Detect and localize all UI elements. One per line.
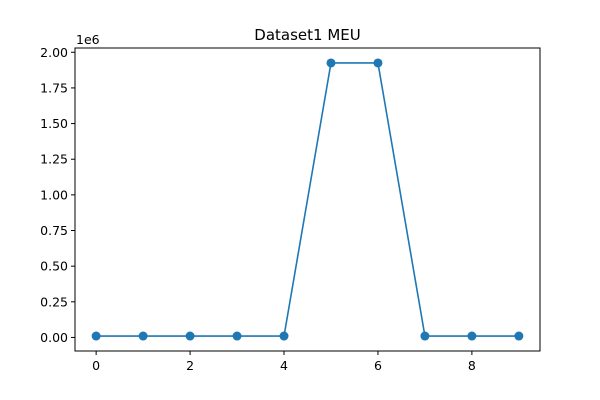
- y-tick-label: 1.75: [40, 80, 68, 95]
- data-point: [373, 58, 383, 68]
- y-axis-offset-label: 1e6: [76, 32, 100, 47]
- x-tick-label: 6: [374, 358, 382, 373]
- x-tick-label: 4: [280, 358, 288, 373]
- series-line: [96, 62, 519, 337]
- y-tick-label: 1.25: [40, 152, 68, 167]
- axes-frame: [74, 47, 541, 352]
- y-tick-label: 0.00: [40, 330, 68, 345]
- x-tick-label: 8: [468, 358, 476, 373]
- chart-title: Dataset1 MEU: [254, 26, 360, 44]
- x-tick-label: 2: [186, 358, 194, 373]
- x-tick-label: 0: [92, 358, 100, 373]
- y-tick-label: 0.50: [40, 259, 68, 274]
- data-point: [514, 331, 524, 341]
- y-tick-label: 1.50: [40, 116, 68, 131]
- y-tick-label: 0.25: [40, 294, 68, 309]
- y-tick-label: 0.75: [40, 223, 68, 238]
- data-point: [326, 58, 336, 68]
- y-tick-label: 1.00: [40, 187, 68, 202]
- data-point: [91, 331, 101, 341]
- data-point: [185, 331, 195, 341]
- y-tick-label: 2.00: [40, 45, 68, 60]
- data-point: [279, 331, 289, 341]
- plot-area: 0 2 4 6 8 0.00 0.25 0.50 0.75 1.00 1.25 1.50 1.75 2.0…: [40, 45, 541, 373]
- data-point: [467, 331, 477, 341]
- data-point: [420, 331, 430, 341]
- data-point: [232, 331, 242, 341]
- data-point: [138, 331, 148, 341]
